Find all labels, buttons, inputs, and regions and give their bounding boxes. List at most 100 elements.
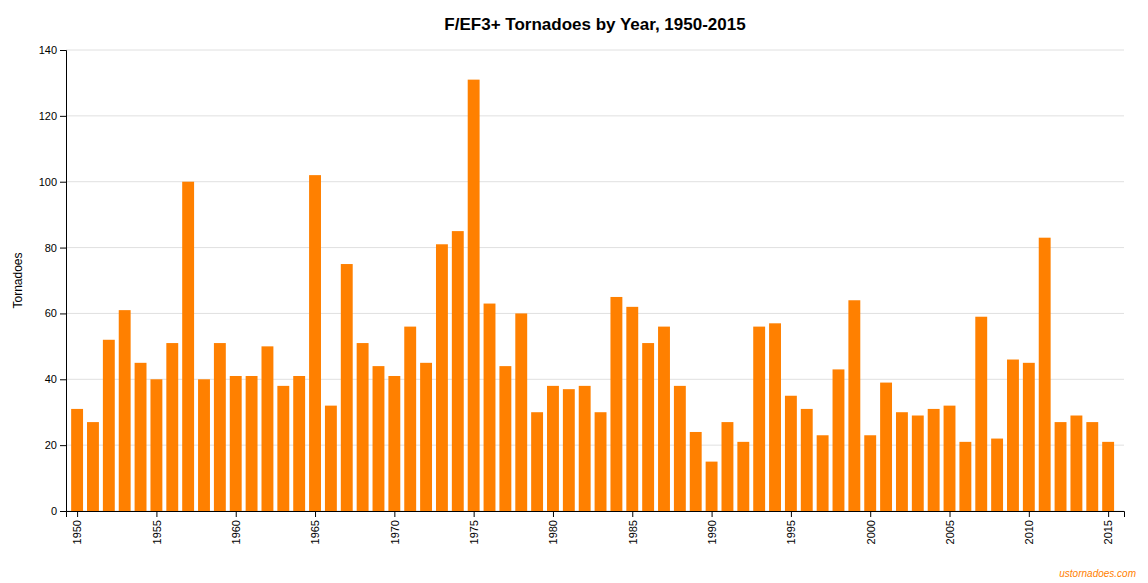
bar — [991, 439, 1003, 511]
bar — [87, 422, 99, 511]
bar — [1086, 422, 1098, 511]
grid-line — [66, 50, 1124, 51]
tick-label: 1965 — [309, 520, 321, 544]
tick-label: 2010 — [1023, 520, 1035, 544]
bar — [404, 327, 416, 511]
tick-label: 1975 — [468, 520, 480, 544]
bar — [944, 406, 956, 511]
bar — [880, 383, 892, 511]
tick-label: 1980 — [547, 520, 559, 544]
bar — [1102, 442, 1114, 511]
bar — [420, 363, 432, 511]
bar — [912, 416, 924, 511]
tick-label: 1985 — [627, 520, 639, 544]
tick: 1970 — [389, 511, 401, 544]
bar — [246, 376, 258, 511]
tick-label: 1995 — [785, 520, 797, 544]
bar — [975, 317, 987, 511]
bar — [484, 304, 496, 511]
tick-label: 1950 — [71, 520, 83, 544]
bar — [769, 323, 781, 511]
grid-line — [66, 313, 1124, 314]
y-axis: 0 20 40 60 80 100 120 140 — [39, 44, 67, 517]
bar — [1007, 360, 1019, 511]
bar — [325, 406, 337, 511]
tick-mark — [156, 511, 157, 517]
bar — [373, 366, 385, 511]
bar — [341, 264, 353, 511]
tick-mark — [950, 511, 951, 517]
tick-label: 120 — [39, 110, 57, 122]
bar — [690, 432, 702, 511]
bar — [642, 343, 654, 511]
title: F/EF3+ Tornadoes by Year, 1950-2015 — [444, 15, 745, 34]
bar — [150, 379, 162, 511]
bar — [1070, 416, 1082, 511]
bar — [119, 310, 131, 511]
bar — [722, 422, 734, 511]
bar — [103, 340, 115, 511]
bar — [658, 327, 670, 511]
tick-label: 100 — [39, 176, 57, 188]
bar — [833, 369, 845, 511]
bar — [674, 386, 686, 511]
tick: 1990 — [706, 511, 718, 544]
tick-mark — [60, 379, 66, 380]
bar — [610, 297, 622, 511]
bar — [182, 182, 194, 511]
tick-label: 2005 — [944, 520, 956, 544]
grid-line — [66, 247, 1124, 248]
bar — [71, 409, 83, 511]
bar — [801, 409, 813, 511]
tick: 140 — [39, 44, 66, 56]
tick-label: 1960 — [230, 520, 242, 544]
bar — [928, 409, 940, 511]
tick: 20 — [45, 439, 66, 451]
tick: 60 — [45, 307, 66, 319]
plot: 0204060801001201401950195519601965197019… — [39, 44, 1125, 544]
tick-label: 1970 — [389, 520, 401, 544]
tick-mark — [60, 511, 66, 512]
tick: 0 — [51, 505, 66, 517]
bar — [753, 327, 765, 511]
tick: 1975 — [468, 511, 480, 544]
bar — [531, 412, 543, 511]
tick-label: 40 — [45, 373, 57, 385]
bar — [1023, 363, 1035, 511]
tick-mark — [60, 248, 66, 249]
tick: 1965 — [309, 511, 321, 544]
tick: 1950 — [71, 511, 83, 544]
tick-mark — [632, 511, 633, 517]
bars — [71, 80, 1114, 511]
bar — [848, 300, 860, 511]
tick-mark — [474, 511, 475, 517]
tick: 1955 — [151, 511, 163, 544]
tick: 2005 — [944, 511, 956, 544]
bar — [1039, 238, 1051, 511]
tick-label: 80 — [45, 242, 57, 254]
bar — [277, 386, 289, 511]
tick-mark — [1108, 511, 1109, 517]
bar — [864, 435, 876, 511]
bar — [166, 343, 178, 511]
bar — [817, 435, 829, 511]
tick-mark — [60, 182, 66, 183]
bar — [357, 343, 369, 511]
bar — [499, 366, 511, 511]
axis-line — [60, 51, 67, 512]
bar — [547, 386, 559, 511]
tick-label: 2000 — [865, 520, 877, 544]
tick-label: 1990 — [706, 520, 718, 544]
bar — [468, 80, 480, 511]
bar — [135, 363, 147, 511]
bar — [388, 376, 400, 511]
tick: 1960 — [230, 511, 242, 544]
tick-label: 0 — [51, 505, 57, 517]
bar — [309, 175, 321, 511]
tick-label: 60 — [45, 307, 57, 319]
x-axis: 1950 1955 1960 1965 1970 1975 1980 1985 1990 1995… — [67, 511, 1125, 544]
grid-line — [66, 181, 1124, 182]
bar — [198, 379, 210, 511]
bar — [214, 343, 226, 511]
annotation: ustornadoes.com — [1059, 568, 1136, 579]
